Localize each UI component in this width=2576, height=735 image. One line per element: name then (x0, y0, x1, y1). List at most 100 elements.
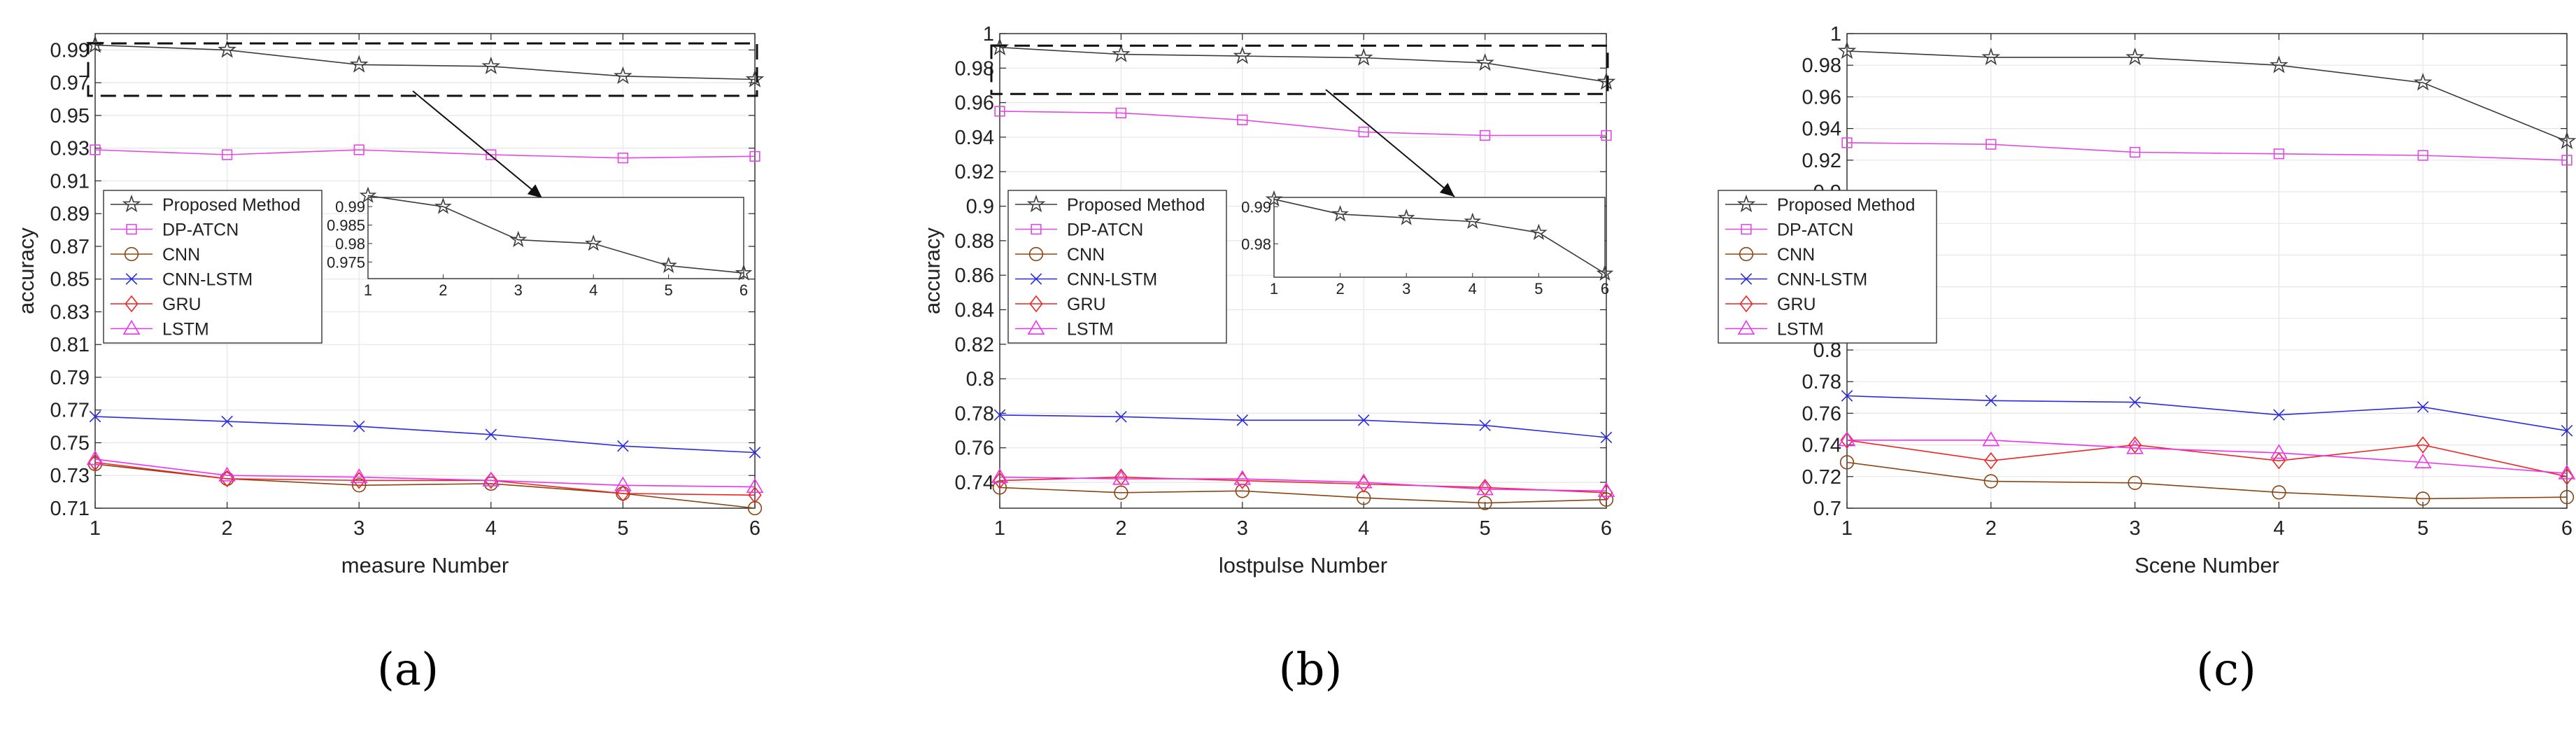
inset-y-tick-label: 0.99 (335, 198, 365, 216)
legend-box (1007, 190, 1227, 344)
data-point (218, 40, 236, 58)
x-tick-label: 6 (2561, 517, 2573, 540)
series-line (1846, 461, 2568, 500)
data-point (1841, 390, 1853, 402)
data-point (2560, 468, 2574, 486)
x-tick-label: 4 (486, 517, 497, 540)
data-point (1841, 137, 1853, 148)
data-point (2557, 131, 2576, 149)
y-tick-label: 0.77 (50, 400, 90, 422)
inset-x-tick-label: 1 (1270, 280, 1278, 298)
legend-swatch-marker (1741, 223, 1752, 235)
series-line (94, 461, 756, 496)
legend-label: DP-ATCN (162, 220, 239, 240)
inset-y-tick-label: 0.99 (1241, 198, 1271, 216)
legend-swatch-marker (1028, 246, 1044, 262)
y-tick-label: 0.73 (50, 465, 90, 487)
series-line (999, 476, 1607, 492)
data-point (2270, 55, 2288, 74)
data-point (1479, 419, 1491, 431)
data-point (481, 56, 501, 75)
data-point (2128, 475, 2142, 490)
y-tick-label: 0.74 (1802, 435, 1841, 457)
y-tick-label: 0.96 (1802, 86, 1841, 108)
legend-label: LSTM (1067, 320, 1114, 340)
data-point (220, 470, 234, 488)
inset-x-tick-label: 6 (739, 281, 748, 299)
data-point (614, 476, 632, 491)
series-cnn-lstm (1841, 390, 2573, 437)
y-tick-label: 0.94 (955, 127, 994, 149)
y-tick-label: 0.71 (50, 498, 90, 520)
inset-x-tick-label: 4 (589, 281, 597, 299)
y-tick-label: 0.78 (1802, 371, 1841, 393)
data-point (1112, 44, 1131, 62)
data-point (1983, 474, 1998, 489)
inset-data-point (1530, 223, 1548, 240)
y-tick-label: 0.9 (966, 196, 994, 218)
inset-y-tick-label: 0.985 (327, 217, 365, 234)
legend-item: LSTM (1015, 320, 1114, 340)
y-tick-label: 0.96 (955, 92, 994, 115)
x-tick-label: 4 (2273, 517, 2284, 540)
inset-series-line (367, 195, 744, 274)
axes-frame (94, 33, 756, 509)
chart-panel-b: 0.74 0.76 0.78 0.8 0.82 0.84 0.86 0.88 0.9 0.92 0.… (920, 23, 1616, 578)
data-point (349, 55, 369, 73)
data-point (1114, 468, 1128, 486)
data-point (1982, 431, 2000, 447)
inset-x-tick-label: 5 (1534, 280, 1543, 298)
data-point (2128, 436, 2142, 454)
data-point (993, 472, 1007, 489)
x-axis-label: lostpulse Number (1219, 553, 1387, 578)
data-point (2129, 146, 2141, 158)
y-tick-label: 1 (1830, 23, 1841, 46)
y-tick-label: 0.75 (50, 432, 90, 454)
legend-label: Proposed Method (162, 195, 300, 215)
data-point (485, 428, 497, 441)
data-point (1839, 455, 1855, 470)
data-point (2273, 409, 2285, 421)
series-proposed-method (1837, 41, 2576, 149)
series-cnn-lstm (89, 410, 761, 458)
chart-panel-a: 0.71 0.73 0.75 0.77 0.79 0.81 0.83 0.85 0.87 0.89… (14, 33, 765, 578)
data-point (1986, 139, 1997, 150)
inset-x-tick-label: 4 (1469, 280, 1477, 298)
inset-data-point (584, 234, 602, 251)
legend: Proposed Method DP-ATCN CNN CNN-LSTM GRU LSTM (1718, 190, 1937, 344)
data-point (1112, 470, 1130, 485)
legend-swatch-marker (1737, 319, 1755, 335)
data-point (2558, 464, 2576, 479)
data-point (992, 480, 1007, 495)
data-point (2272, 485, 2286, 500)
series-cnn (1839, 455, 2575, 506)
x-tick-label: 3 (2130, 517, 2141, 540)
y-tick-label: 0.8 (966, 368, 994, 391)
data-point (745, 69, 765, 88)
x-axis-label: measure Number (341, 553, 509, 578)
x-tick-label: 1 (90, 517, 101, 540)
y-tick-label: 1 (983, 23, 994, 46)
legend-item: GRU (111, 295, 201, 314)
legend-swatch-marker (125, 295, 139, 313)
data-point (1233, 470, 1252, 485)
data-point (353, 420, 365, 433)
caption-a: (a) (376, 644, 439, 696)
series-dp-atcn (994, 106, 1612, 141)
legend-label: CNN-LSTM (162, 270, 253, 290)
series-line (94, 44, 756, 80)
data-point (1478, 496, 1492, 510)
data-point (486, 149, 497, 160)
legend-swatch-marker (1736, 194, 1756, 213)
data-point (2416, 491, 2430, 506)
series-line (999, 486, 1607, 504)
data-point (482, 471, 500, 486)
inset-frame (367, 197, 744, 279)
legend-item: GRU (1725, 295, 1816, 314)
data-point (86, 450, 104, 465)
data-point (90, 144, 101, 155)
y-tick-label: 0.78 (955, 402, 994, 425)
y-tick-label: 0.76 (1802, 402, 1841, 425)
legend-item: LSTM (1725, 320, 1824, 340)
